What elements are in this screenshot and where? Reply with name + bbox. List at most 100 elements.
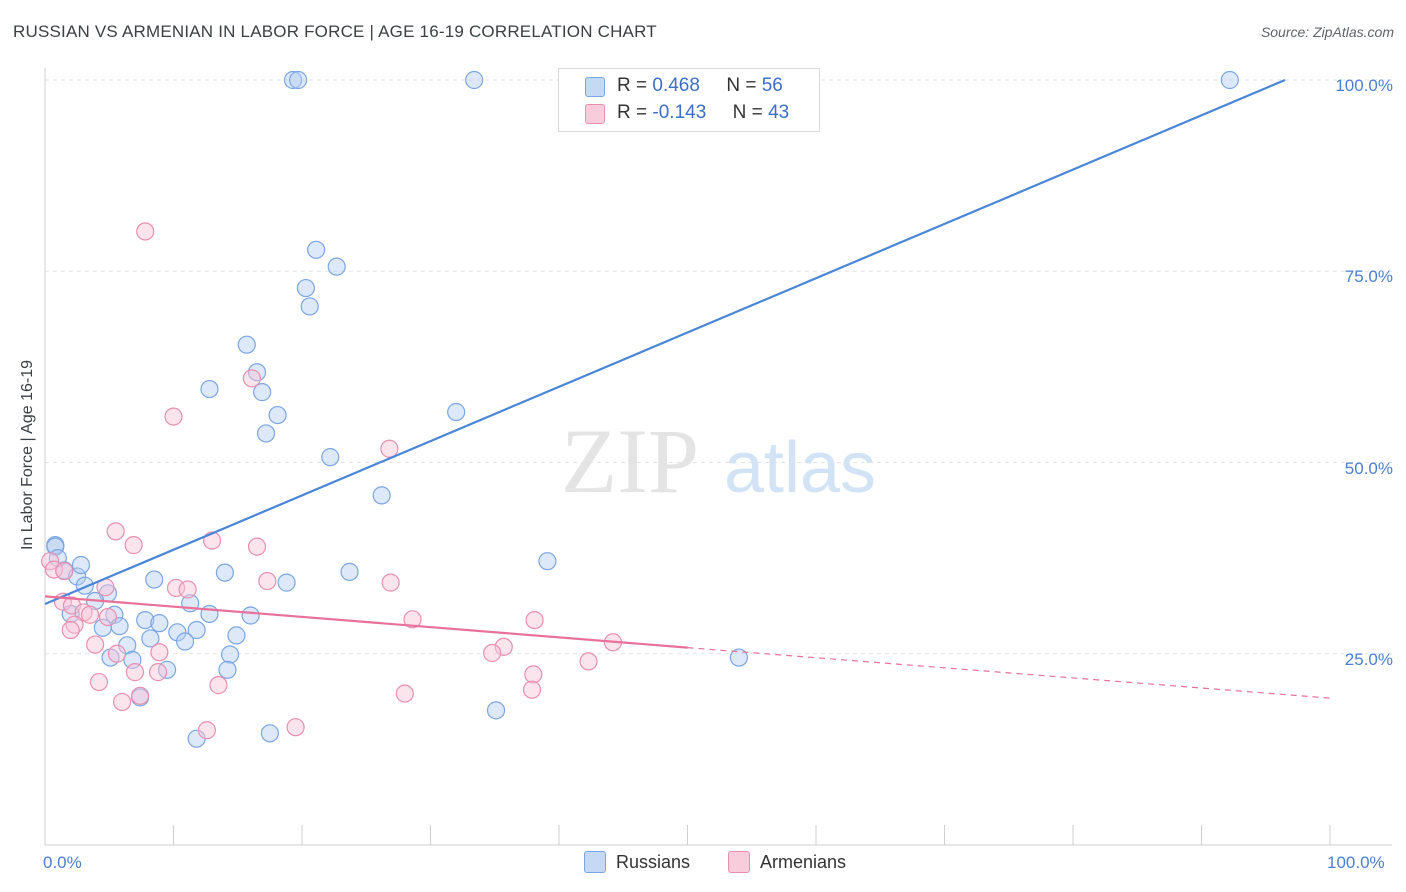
armenians-point <box>106 522 125 541</box>
russians-point <box>241 606 260 625</box>
armenians-point <box>89 672 109 692</box>
russians-point <box>260 724 279 743</box>
legend-armenians: Armenians <box>728 851 846 873</box>
armenians-point <box>525 610 544 630</box>
gridlines <box>45 79 1392 655</box>
armenians-point <box>286 718 305 737</box>
russians-point <box>307 240 326 259</box>
armenians-point <box>112 692 132 712</box>
chart-title: RUSSIAN VS ARMENIAN IN LABOR FORCE | AGE… <box>13 22 657 41</box>
armenians-point <box>524 665 543 684</box>
russians-point <box>150 614 169 633</box>
armenians-point <box>178 580 197 599</box>
armenians-point <box>62 596 82 615</box>
y-tick-label: 75.0% <box>1344 267 1393 287</box>
armenians-point <box>380 439 399 458</box>
armenians-trend-extension <box>687 647 1331 699</box>
armenians-point <box>494 637 513 656</box>
armenians-point <box>395 684 414 703</box>
armenians-legend-swatch <box>728 851 750 873</box>
armenians-point <box>80 605 100 624</box>
russians-point <box>372 486 391 505</box>
y-tick-label: 50.0% <box>1344 458 1393 478</box>
r-label: R = <box>617 102 648 123</box>
axes <box>44 68 1392 846</box>
watermark-atlas: atlas <box>724 428 876 508</box>
russians-point <box>289 70 308 90</box>
y-tick-label: 25.0% <box>1344 649 1393 669</box>
x-tick-min: 0.0% <box>43 853 82 872</box>
russians-point <box>200 379 219 399</box>
n-label: N = <box>726 75 757 96</box>
armenians-point <box>55 562 74 581</box>
x-tick-max: 100.0% <box>1327 853 1385 872</box>
russians-point <box>340 562 359 581</box>
trend-lines <box>44 78 1331 699</box>
russians-point <box>300 297 319 316</box>
n-label: N = <box>732 102 763 123</box>
armenians-point <box>247 537 267 556</box>
russians-point <box>277 573 296 592</box>
stats-legend: R = 0.468 N = 56 R = -0.143 N = 43 <box>558 68 820 132</box>
russians-point <box>215 563 234 582</box>
russians-point <box>268 405 287 425</box>
russians-point <box>729 648 749 667</box>
armenians-point <box>164 407 183 426</box>
watermark: ZIP atlas <box>561 410 876 512</box>
armenians-point <box>403 610 422 629</box>
armenians-point <box>41 552 60 571</box>
armenians-point <box>579 652 598 671</box>
russians-trend-line <box>44 78 1286 606</box>
russians-point <box>71 555 91 575</box>
russians-point <box>296 278 315 298</box>
russians-point <box>321 448 340 467</box>
russians-point <box>447 402 466 422</box>
armenians-point <box>98 607 118 627</box>
russians-point <box>218 660 237 679</box>
russians-point <box>327 257 346 276</box>
armenians-swatch <box>585 104 605 124</box>
watermark-zip: ZIP <box>561 410 699 512</box>
russians-point <box>187 620 206 640</box>
data-points <box>41 70 1239 748</box>
armenians-point <box>86 635 105 654</box>
armenians-point <box>130 686 150 705</box>
armenians-point <box>242 369 261 388</box>
russians-point <box>175 632 195 651</box>
russians-legend-label: Russians <box>616 851 691 872</box>
russians-swatch <box>585 77 605 97</box>
armenians-point <box>125 663 145 682</box>
armenians-point <box>197 721 217 740</box>
armenians-point <box>522 680 542 699</box>
russians-point <box>486 701 506 720</box>
armenians-point <box>483 643 502 663</box>
russians-point <box>220 645 240 664</box>
armenians-point <box>381 573 400 592</box>
armenians-point <box>107 644 127 663</box>
armenians-point <box>166 578 186 598</box>
russians-point <box>168 623 187 642</box>
y-tick-label: 100.0% <box>1335 76 1393 95</box>
russians-point <box>253 383 272 402</box>
armenians-point <box>209 676 228 695</box>
armenians-point <box>136 222 155 241</box>
n-value: 43 <box>768 102 790 123</box>
russians-point <box>145 570 164 589</box>
armenians-trend-line <box>44 595 688 649</box>
russians-point <box>136 610 155 630</box>
r-value: 0.468 <box>652 75 700 96</box>
armenians-point <box>148 663 168 682</box>
russians-point <box>227 626 246 645</box>
armenians-point <box>258 571 277 591</box>
armenians-point <box>61 620 80 640</box>
source-credit: Source: ZipAtlas.com <box>1260 24 1394 40</box>
r-value: -0.143 <box>652 102 707 123</box>
n-value: 56 <box>761 75 783 96</box>
r-label: R = <box>617 75 648 96</box>
russians-point <box>93 618 112 637</box>
russians-point <box>538 552 557 571</box>
legend-russians: Russians <box>584 851 690 873</box>
russians-point <box>465 70 484 90</box>
armenians-point <box>124 536 143 555</box>
